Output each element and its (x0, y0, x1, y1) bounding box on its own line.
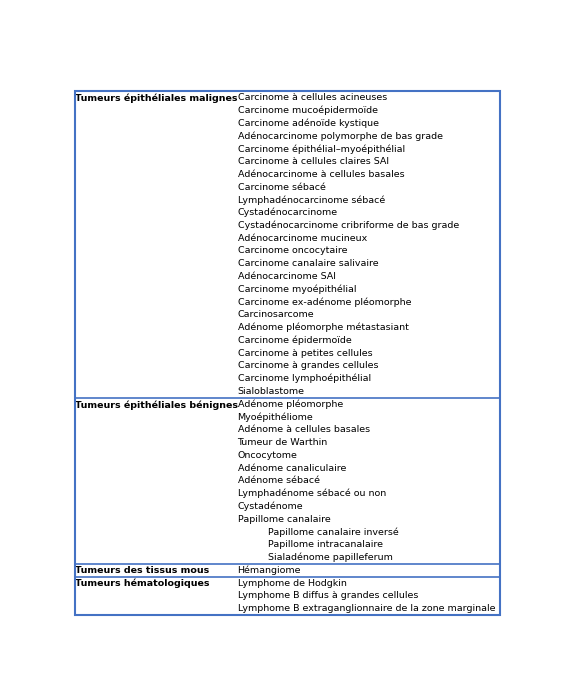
Text: Lymphadénome sébacé ou non: Lymphadénome sébacé ou non (237, 489, 386, 498)
Text: Lymphome B extraganglionnaire de la zone marginale: Lymphome B extraganglionnaire de la zone… (237, 604, 495, 613)
Text: Carcinosarcome: Carcinosarcome (237, 310, 314, 319)
Text: Papillome canalaire: Papillome canalaire (237, 515, 330, 524)
Text: Carcinome oncocytaire: Carcinome oncocytaire (237, 246, 347, 255)
Text: Adénome pléomorphe métastasiant: Adénome pléomorphe métastasiant (237, 323, 408, 332)
Text: Tumeurs hématologiques: Tumeurs hématologiques (75, 579, 210, 589)
Text: Tumeurs épithéliales bénignes: Tumeurs épithéliales bénignes (75, 400, 238, 409)
Text: Carcinome à grandes cellules: Carcinome à grandes cellules (237, 362, 378, 371)
Text: Adénocarcinome polymorphe de bas grade: Adénocarcinome polymorphe de bas grade (237, 131, 443, 141)
Text: Carcinome myoépithélial: Carcinome myoépithélial (237, 285, 356, 294)
Text: Cystadénocarcinome: Cystadénocarcinome (237, 208, 338, 217)
Text: Carcinome épidermoïde: Carcinome épidermoïde (237, 336, 351, 345)
Text: Cystadénome: Cystadénome (237, 502, 303, 511)
Text: Papillome canalaire inversé: Papillome canalaire inversé (268, 527, 399, 536)
Text: Carcinome sébacé: Carcinome sébacé (237, 183, 325, 192)
Text: Hémangiome: Hémangiome (237, 566, 301, 575)
Text: Oncocytome: Oncocytome (237, 451, 297, 460)
Text: Adénome à cellules basales: Adénome à cellules basales (237, 425, 370, 434)
Text: Sialadénome papilleferum: Sialadénome papilleferum (268, 552, 393, 562)
Text: Carcinome à cellules claires SAI: Carcinome à cellules claires SAI (237, 157, 389, 166)
Text: Carcinome canalaire salivaire: Carcinome canalaire salivaire (237, 260, 378, 269)
Text: Adénome canaliculaire: Adénome canaliculaire (237, 464, 346, 473)
Text: Tumeurs épithéliales malignes: Tumeurs épithéliales malignes (75, 94, 238, 103)
Text: Tumeur de Warthin: Tumeur de Warthin (237, 438, 328, 447)
Text: Adénocarcinome SAI: Adénocarcinome SAI (237, 272, 335, 281)
Text: Sialoblastome: Sialoblastome (237, 387, 305, 396)
Text: Cystadénocarcinome cribriforme de bas grade: Cystadénocarcinome cribriforme de bas gr… (237, 221, 459, 230)
Text: Myoépithéliome: Myoépithéliome (237, 412, 313, 422)
Text: Carcinome à cellules acineuses: Carcinome à cellules acineuses (237, 93, 387, 102)
Text: Lymphadénocarcinome sébacé: Lymphadénocarcinome sébacé (237, 195, 385, 205)
Text: Adénome pléomorphe: Adénome pléomorphe (237, 400, 343, 409)
Text: Lymphome de Hodgkin: Lymphome de Hodgkin (237, 579, 346, 588)
Text: Carcinome épithélial–myoépithélial: Carcinome épithélial–myoépithélial (237, 144, 404, 153)
Text: Adénocarcinome mucineux: Adénocarcinome mucineux (237, 234, 367, 243)
Text: Adénocarcinome à cellules basales: Adénocarcinome à cellules basales (237, 170, 404, 179)
Text: Tumeurs des tissus mous: Tumeurs des tissus mous (75, 566, 210, 575)
Text: Adénome sébacé: Adénome sébacé (237, 476, 320, 485)
Text: Carcinome lymphoépithélial: Carcinome lymphoépithélial (237, 374, 371, 384)
Text: Lymphome B diffus à grandes cellules: Lymphome B diffus à grandes cellules (237, 591, 418, 600)
Text: Carcinome ex-adénome pléomorphe: Carcinome ex-adénome pléomorphe (237, 297, 411, 307)
Text: Carcinome mucoépidermoïde: Carcinome mucoépidermoïde (237, 105, 378, 115)
Text: Carcinome adénoïde kystique: Carcinome adénoïde kystique (237, 119, 379, 128)
Text: Papillome intracanalaire: Papillome intracanalaire (268, 540, 383, 549)
Text: Carcinome à petites cellules: Carcinome à petites cellules (237, 348, 372, 357)
